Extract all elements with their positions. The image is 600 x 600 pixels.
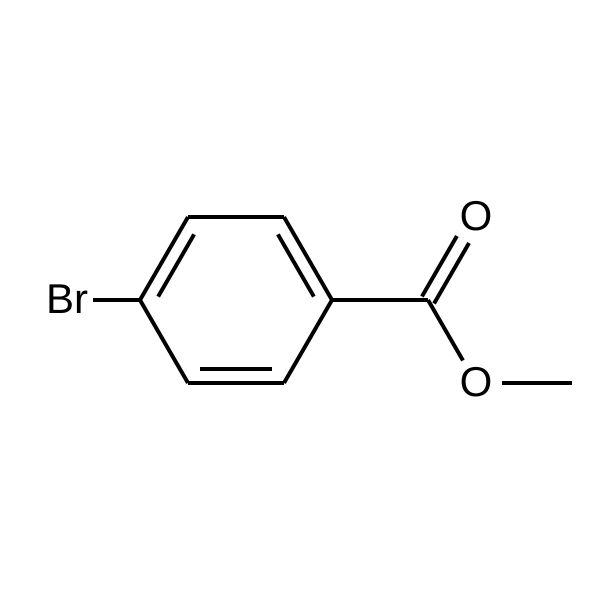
bond-C7-O2 xyxy=(428,300,463,360)
molecule-diagram: Br O O xyxy=(0,0,600,600)
bond-C1-C2-inner xyxy=(158,234,194,296)
bond-C7-O1-a xyxy=(434,243,469,303)
bond-C4-C5 xyxy=(284,300,332,383)
atom-label-O1: O xyxy=(460,192,493,239)
atom-label-O2: O xyxy=(460,358,493,405)
atom-label-Br: Br xyxy=(46,275,88,322)
bond-C3-C4-inner xyxy=(278,234,314,296)
bond-C6-C1 xyxy=(140,300,188,383)
bond-C7-O1-b xyxy=(422,236,457,297)
